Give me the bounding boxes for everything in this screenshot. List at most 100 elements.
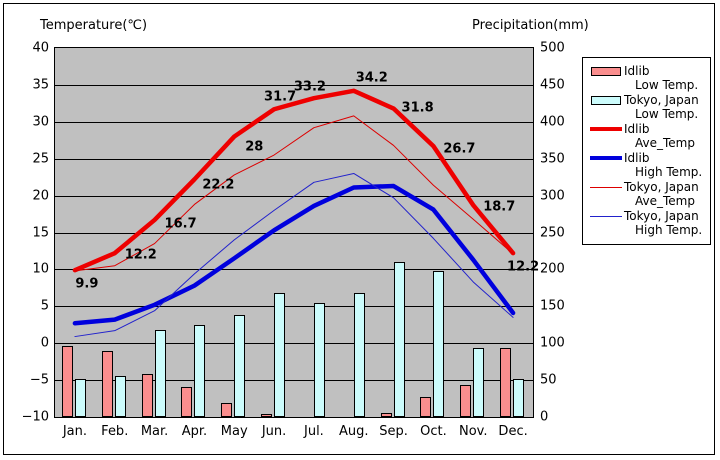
right-tick-label: 50 [540, 372, 557, 388]
left-tick-label: 5 [40, 298, 49, 314]
right-tick-label: 400 [540, 114, 565, 130]
legend-label: Tokyo, Japan High Temp. [624, 209, 703, 237]
bar-tokyo [274, 293, 286, 417]
data-label: 12.2 [507, 259, 540, 275]
left-tick-label: 20 [32, 188, 49, 204]
left-tick-label: 25 [32, 151, 49, 167]
gridline [55, 158, 533, 160]
right-tick-label: 200 [540, 261, 565, 277]
gridline [55, 232, 533, 234]
x-axis-label: Jul. [303, 424, 324, 439]
gridline [55, 306, 533, 308]
data-label: 9.9 [75, 276, 99, 292]
left-tick-label: −10 [21, 409, 49, 425]
chart-frame: Temperature(℃) Precipitation(mm) 40 35 30 2… [3, 3, 715, 455]
bar-idlib [101, 351, 113, 417]
right-axis-title: Precipitation(mm) [472, 18, 589, 33]
bar-idlib [61, 346, 73, 417]
legend-item: Idlib High Temp. [588, 151, 707, 179]
bar-idlib [221, 402, 233, 417]
x-axis-label: May [220, 424, 248, 439]
bar-tokyo [473, 348, 485, 417]
right-tick-label: 100 [540, 335, 565, 351]
thin-red-line-icon [588, 180, 624, 194]
bar-idlib [420, 397, 432, 417]
bar-tokyo [74, 378, 86, 417]
left-tick-label: 10 [32, 261, 49, 277]
gridline [55, 269, 533, 271]
x-axis-label: Nov. [459, 424, 488, 439]
bar-idlib [181, 387, 193, 417]
legend-item: Tokyo, Japan High Temp. [588, 209, 707, 237]
right-tick-label: 350 [540, 151, 565, 167]
data-label: 31.8 [401, 100, 434, 116]
x-axis-label: Feb. [101, 424, 129, 439]
right-tick-label: 500 [540, 40, 565, 56]
chart-legend: Idlib Low Temp. Tokyo, Japan Low Temp. Idlib… [582, 57, 711, 245]
thin-blue-line-icon [588, 209, 624, 223]
data-label: 33.2 [293, 79, 326, 95]
data-label: 16.7 [164, 216, 197, 232]
line-series [72, 183, 516, 326]
gridline [55, 121, 533, 123]
left-axis-title: Temperature(℃) [40, 18, 148, 33]
data-label: 26.7 [443, 141, 476, 157]
legend-label: Idlib Low Temp. [624, 64, 699, 92]
right-tick-label: 150 [540, 298, 565, 314]
x-axis-label: Oct. [420, 424, 447, 439]
bar-tokyo [154, 329, 166, 417]
bar-tokyo [114, 375, 126, 417]
legend-label: Tokyo, Japan Ave_Temp [624, 180, 699, 208]
bar-idlib [141, 374, 153, 417]
left-tick-label: −5 [29, 372, 49, 388]
line-series-group [72, 88, 516, 338]
x-axis-label: Dec. [498, 424, 528, 439]
x-axis-label: Aug. [338, 424, 369, 439]
data-label: 18.7 [483, 199, 516, 215]
left-tick-label: 35 [32, 77, 49, 93]
data-label: 28 [245, 139, 264, 155]
bar-tokyo [513, 379, 525, 417]
data-label: 34.2 [355, 70, 388, 86]
x-axis-label: Sep. [379, 424, 408, 439]
plot-area: 40 35 30 25 20 15 10 5 0 −5 −10 500 450 400 350 300 250… [22, 41, 565, 425]
legend-item: Idlib Low Temp. [588, 64, 707, 92]
right-tick-label: 300 [540, 188, 565, 204]
thick-red-line-icon [588, 122, 624, 136]
legend-label: Idlib High Temp. [624, 151, 703, 179]
left-tick-label: 15 [32, 225, 49, 240]
bar-swatch-red-icon [588, 64, 624, 78]
left-tick-label: 30 [32, 114, 49, 130]
right-tick-label: 250 [540, 225, 565, 240]
bar-tokyo [433, 270, 445, 417]
bar-tokyo [234, 315, 246, 417]
data-label: 31.7 [264, 89, 297, 105]
bar-idlib [460, 384, 472, 417]
x-axis-label: Mar. [140, 424, 169, 439]
legend-item: Tokyo, Japan Low Temp. [588, 93, 707, 121]
bar-tokyo [313, 303, 325, 417]
data-label: 12.2 [124, 247, 157, 263]
legend-label: Idlib Ave_Temp [624, 122, 695, 150]
bar-idlib [380, 413, 392, 417]
bar-tokyo [353, 293, 365, 417]
thick-blue-line-icon [588, 151, 624, 165]
left-tick-label: 40 [32, 40, 49, 56]
gridline [55, 380, 533, 382]
bar-tokyo [194, 324, 206, 417]
left-tick-label: 0 [40, 335, 49, 351]
data-label: 22.2 [202, 177, 235, 193]
x-axis-label: Jan. [62, 424, 87, 439]
line-series [74, 172, 514, 338]
legend-item: Idlib Ave_Temp [588, 122, 707, 150]
bar-tokyo [393, 262, 405, 417]
line-series [72, 88, 516, 273]
bar-idlib [261, 414, 273, 417]
right-tick-label: 0 [540, 409, 549, 425]
x-axis-label: Jun. [261, 424, 287, 439]
legend-item: Tokyo, Japan Ave_Temp [588, 180, 707, 208]
line-series [74, 115, 514, 272]
gridline [55, 84, 533, 86]
x-axis-label: Apr. [181, 424, 208, 439]
bar-idlib [500, 348, 512, 417]
